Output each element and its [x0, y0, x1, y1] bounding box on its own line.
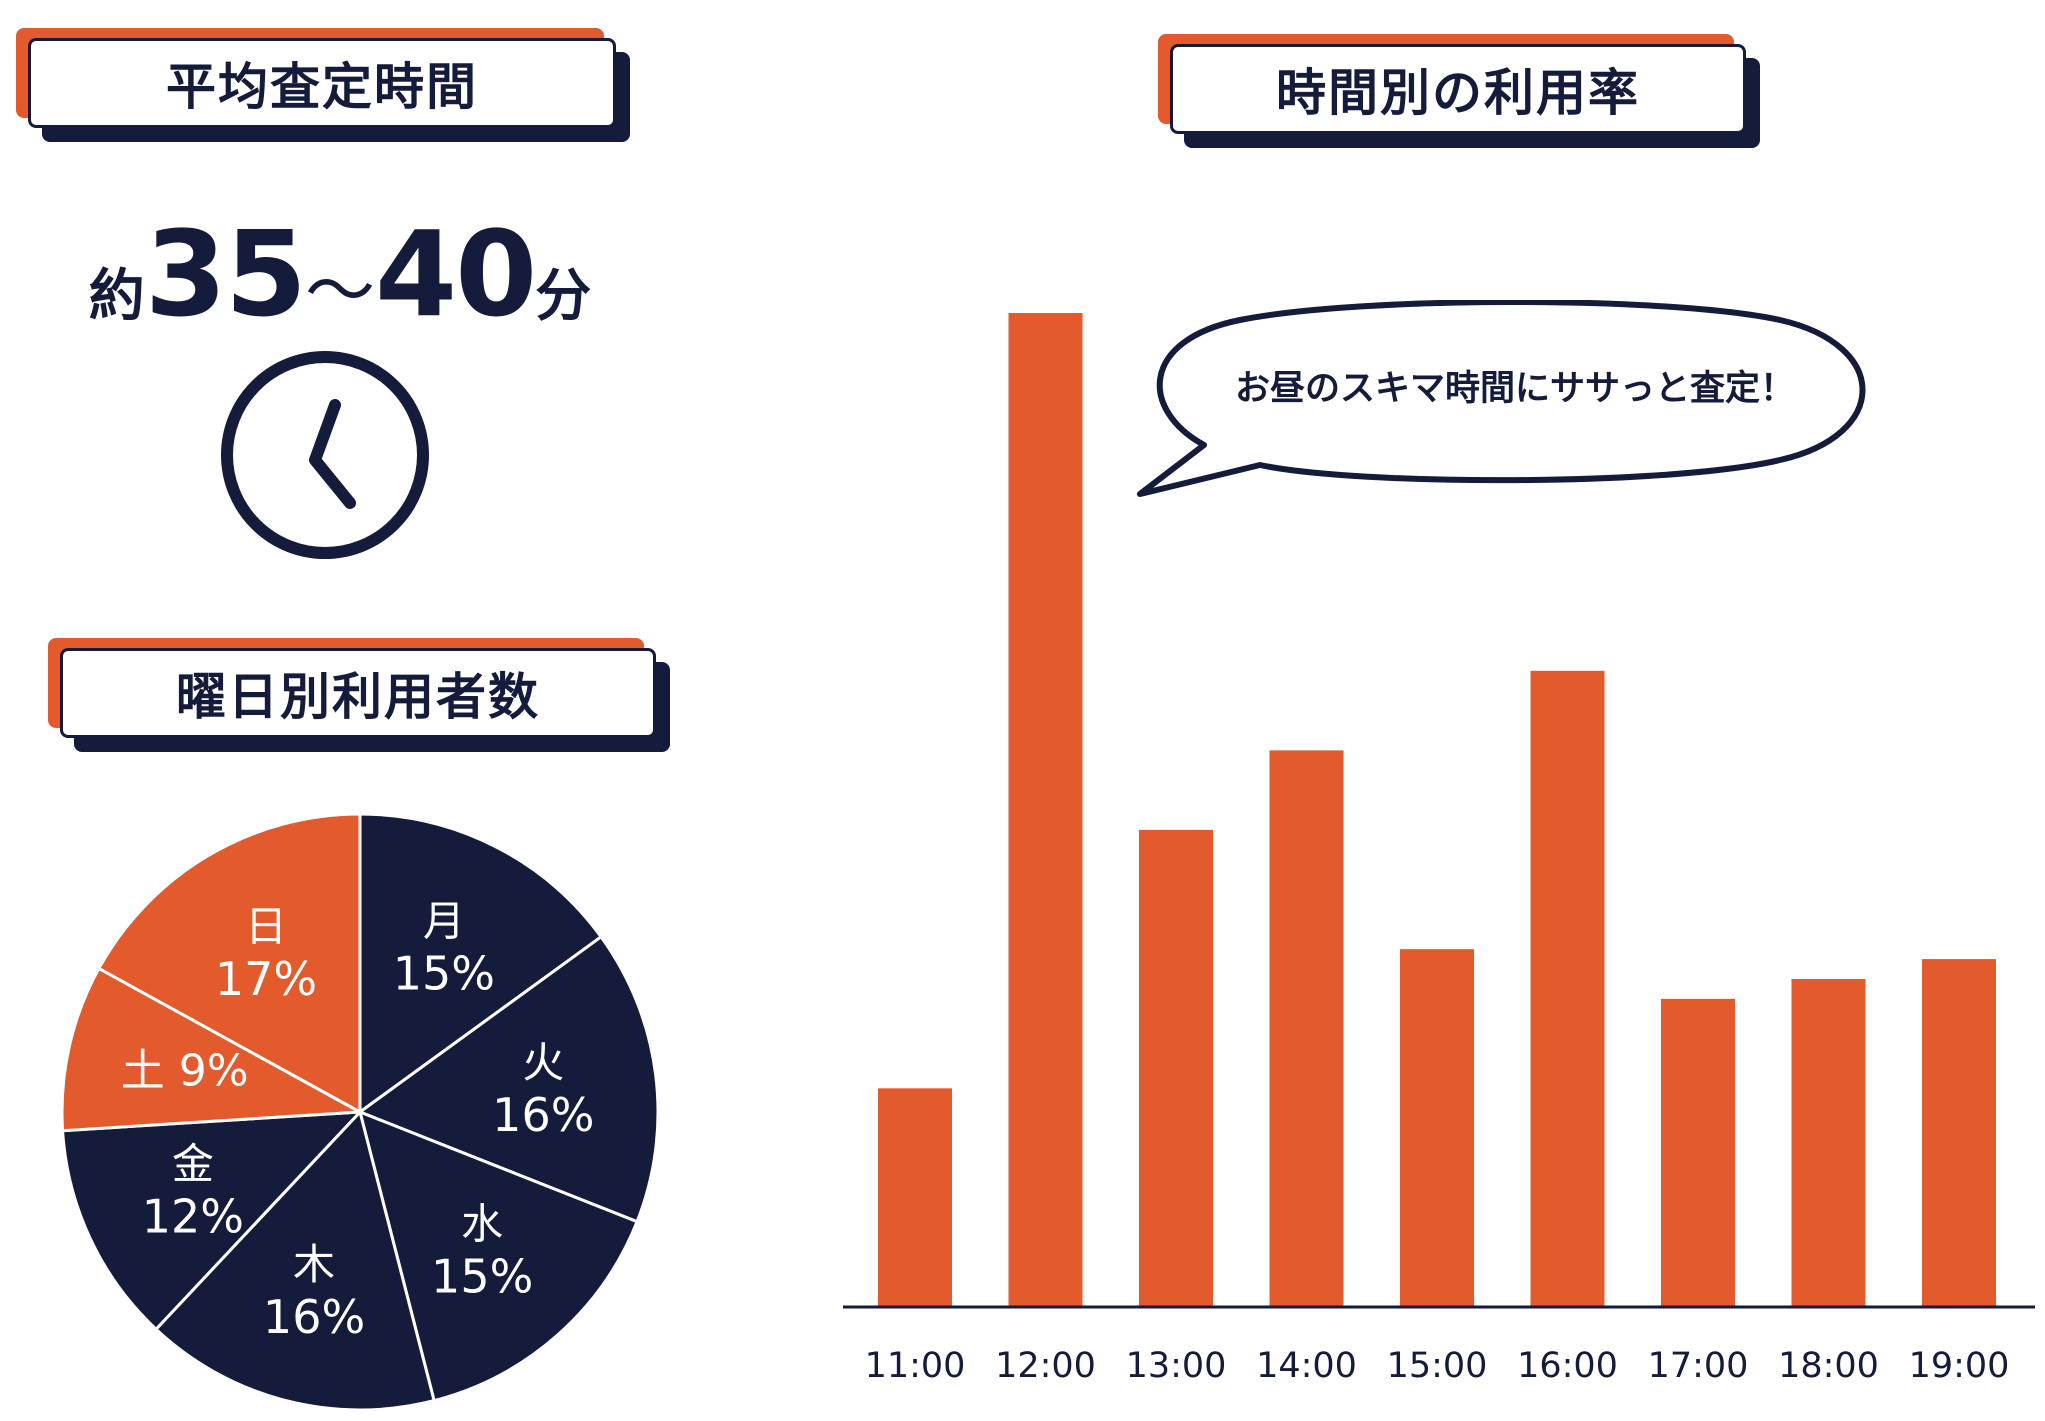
bar-19:00: [1922, 959, 1996, 1307]
pie-label-1: 火: [522, 1038, 564, 1087]
avg-time-header: 平均査定時間: [28, 38, 630, 142]
x-tick-label: 15:00: [1387, 1346, 1488, 1386]
pie-value-1: 16%: [492, 1088, 594, 1142]
bar-15:00: [1400, 949, 1474, 1307]
pie-label-0: 月: [423, 896, 465, 945]
avg-time-prefix: 約: [88, 264, 145, 329]
pie-value-4: 12%: [142, 1190, 244, 1244]
bar-16:00: [1530, 670, 1605, 1307]
bar-17:00: [1661, 998, 1735, 1307]
avg-time-title: 平均査定時間: [28, 38, 616, 128]
pie-slice-3: [153, 1108, 436, 1412]
weekday-title: 曜日別利用者数: [60, 648, 656, 738]
x-tick-label: 18:00: [1778, 1346, 1879, 1386]
speech-bubble: お昼のスキマ時間にササっと査定！: [1137, 300, 1866, 497]
x-tick-label: 19:00: [1909, 1346, 2010, 1386]
pie-slice-5: [60, 966, 366, 1133]
clock-icon: [221, 351, 429, 559]
x-tick-label: 11:00: [865, 1346, 966, 1386]
pie-label-3: 木: [293, 1240, 335, 1289]
pie-label-2: 水: [461, 1200, 503, 1249]
x-tick-label: 12:00: [995, 1346, 1096, 1386]
bar-14:00: [1269, 750, 1344, 1307]
x-tick-label: 13:00: [1126, 1346, 1227, 1386]
pie-slice-1: [356, 934, 660, 1224]
avg-time-suffix: 分: [535, 264, 592, 329]
pie-value-6: 17%: [215, 952, 317, 1006]
pie-slice-0: [358, 812, 604, 1115]
pie-slice-6: [96, 812, 362, 1115]
callout-text: お昼のスキマ時間にササっと査定！: [1235, 369, 1795, 409]
bar-18:00: [1791, 978, 1866, 1307]
avg-time-tilde: 〜: [305, 250, 375, 332]
pie-value-0: 15%: [393, 946, 495, 1000]
avg-time-to: 40: [375, 205, 537, 343]
x-tick-label: 16:00: [1517, 1346, 1618, 1386]
pie-slice-4: [60, 1110, 364, 1332]
weekday-header: 曜日別利用者数: [60, 648, 670, 752]
bar-11:00: [878, 1088, 952, 1307]
hourly-header: 時間別の利用率: [1170, 44, 1760, 148]
pie-slice-2: [357, 1109, 640, 1403]
hourly-bar-chart: 11:00 12:00 13:00 14:00 15:00 16:00 17:00 18:00…: [843, 313, 2035, 1386]
pie-value-3: 16%: [263, 1290, 365, 1344]
hourly-title: 時間別の利用率: [1170, 44, 1746, 134]
bar-13:00: [1139, 829, 1213, 1307]
avg-time-from: 35: [144, 205, 307, 343]
pie-label-6: 日: [245, 902, 287, 951]
avg-time-value: 約35〜40分: [60, 205, 620, 343]
x-tick-label: 14:00: [1256, 1346, 1357, 1386]
bar-12:00: [1008, 313, 1083, 1307]
pie-label-4: 金: [172, 1140, 214, 1189]
pie-label-5: 土 9%: [121, 1046, 249, 1097]
pie-value-2: 15%: [431, 1250, 533, 1304]
x-tick-label: 17:00: [1648, 1346, 1749, 1386]
weekday-pie-chart: 月15%火16%水15%木16%金12%土 9%日17%: [60, 812, 660, 1412]
